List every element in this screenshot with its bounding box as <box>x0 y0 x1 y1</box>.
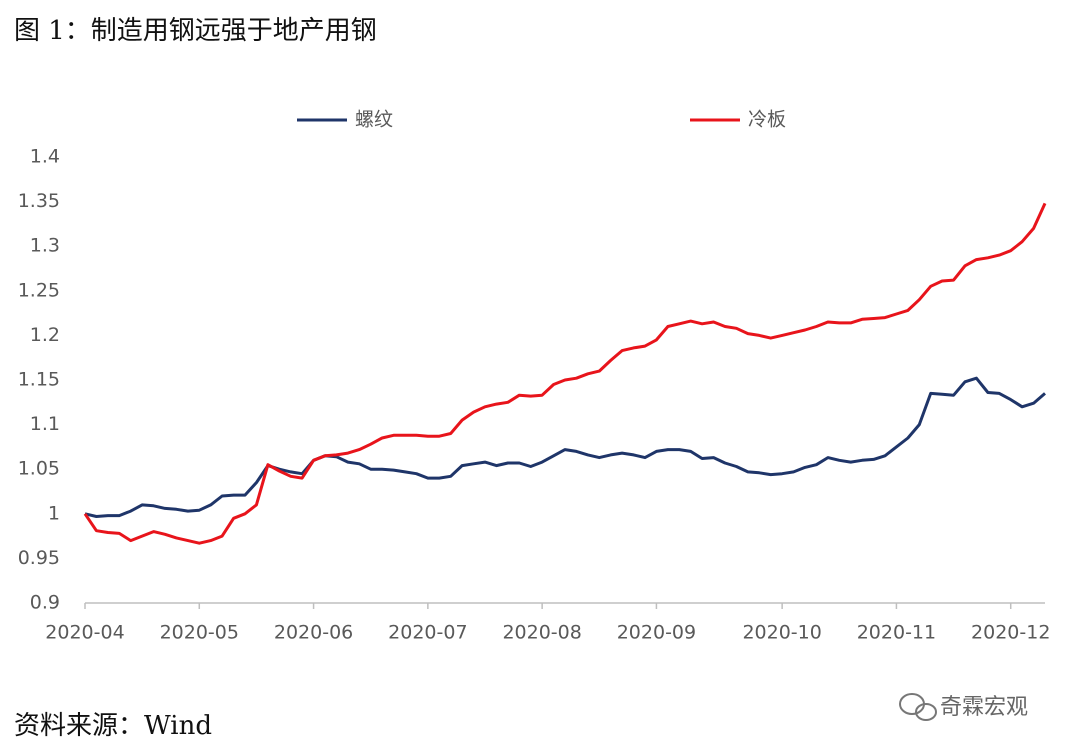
chart-title: 图 1：制造用钢远强于地产用钢 <box>14 16 377 46</box>
x-tick-label: 2020-07 <box>388 622 467 644</box>
y-tick-label: 0.9 <box>30 592 60 614</box>
y-tick-label: 1.4 <box>30 146 60 168</box>
watermark: 奇霖宏观 <box>940 695 1028 720</box>
y-tick-label: 1.35 <box>18 190 60 212</box>
y-tick-label: 1 <box>48 502 60 524</box>
x-tick-label: 2020-05 <box>160 622 239 644</box>
y-tick-label: 0.95 <box>18 547 60 569</box>
x-tick-label: 2020-08 <box>502 622 581 644</box>
y-tick-label: 1.25 <box>18 279 60 301</box>
y-tick-label: 1.3 <box>30 235 60 257</box>
y-tick-label: 1.05 <box>18 458 60 480</box>
x-tick-label: 2020-12 <box>971 622 1050 644</box>
watermark-icon <box>899 693 937 721</box>
x-tick-label: 2020-04 <box>45 622 124 644</box>
x-tick-label: 2020-10 <box>742 622 821 644</box>
y-tick-label: 1.1 <box>30 413 60 435</box>
source: 资料来源：Wind <box>14 711 212 741</box>
series-line <box>83 202 1047 545</box>
x-tick-label: 2020-11 <box>857 622 936 644</box>
series-line <box>84 376 1046 518</box>
x-tick-label: 2020-06 <box>274 622 353 644</box>
y-tick-label: 1.2 <box>30 324 60 346</box>
x-tick-label: 2020-09 <box>617 622 696 644</box>
y-tick-label: 1.15 <box>18 369 60 391</box>
legend-label: 螺纹 <box>355 109 393 131</box>
legend-label: 冷板 <box>748 109 786 131</box>
